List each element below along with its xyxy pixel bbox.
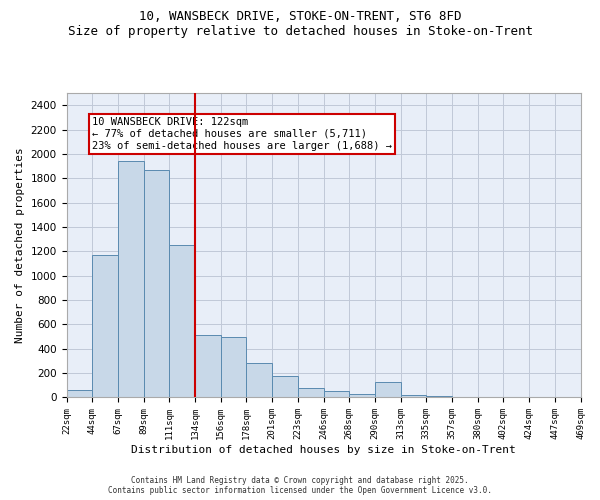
Bar	[195, 336, 221, 398]
Bar	[375, 382, 401, 398]
Y-axis label: Number of detached properties: Number of detached properties	[15, 148, 25, 343]
Bar	[169, 245, 195, 398]
Bar	[349, 394, 375, 398]
Bar	[118, 161, 143, 398]
Bar	[478, 397, 503, 398]
Bar	[401, 395, 427, 398]
Text: 10 WANSBECK DRIVE: 122sqm
← 77% of detached houses are smaller (5,711)
23% of se: 10 WANSBECK DRIVE: 122sqm ← 77% of detac…	[92, 118, 392, 150]
Bar	[555, 397, 580, 398]
Bar	[323, 392, 349, 398]
Bar	[272, 376, 298, 398]
Text: 10, WANSBECK DRIVE, STOKE-ON-TRENT, ST6 8FD
Size of property relative to detache: 10, WANSBECK DRIVE, STOKE-ON-TRENT, ST6 …	[67, 10, 533, 38]
Bar	[298, 388, 323, 398]
Bar	[221, 336, 247, 398]
Bar	[143, 170, 169, 398]
Bar	[247, 364, 272, 398]
X-axis label: Distribution of detached houses by size in Stoke-on-Trent: Distribution of detached houses by size …	[131, 445, 516, 455]
Bar	[427, 396, 452, 398]
Bar	[503, 397, 529, 398]
Bar	[92, 255, 118, 398]
Text: Contains HM Land Registry data © Crown copyright and database right 2025.
Contai: Contains HM Land Registry data © Crown c…	[108, 476, 492, 495]
Bar	[452, 397, 478, 398]
Bar	[67, 390, 92, 398]
Bar	[529, 397, 555, 398]
